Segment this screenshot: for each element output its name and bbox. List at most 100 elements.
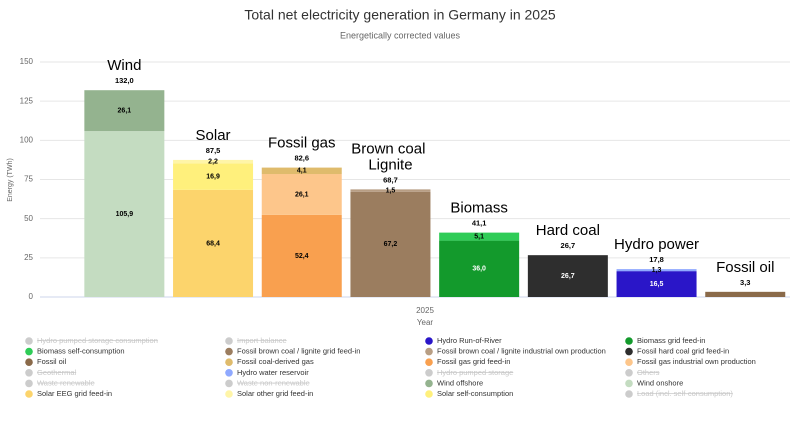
legend-label: Others <box>637 368 660 377</box>
legend-marker <box>625 369 633 377</box>
category-label: Brown coal Lignite <box>351 140 429 173</box>
legend-marker <box>225 390 233 398</box>
legend-label: Fossil brown coal / lignite industrial o… <box>437 347 606 356</box>
legend-label: Waste renewable <box>37 378 95 387</box>
bar-segment <box>261 174 342 215</box>
legend-label: Hydro pumped storage consumption <box>37 336 158 345</box>
legend-label: Hydro water reservoir <box>237 368 309 377</box>
legend-label: Biomass self-consumption <box>37 347 125 356</box>
segment-label: 26,1 <box>295 191 309 198</box>
segment-label: 1,5 <box>386 187 396 194</box>
segment-label: 4,1 <box>297 168 307 175</box>
y-tick-label: 125 <box>20 96 34 105</box>
bar-segment <box>173 163 254 190</box>
legend-label: Fossil coal-derived gas <box>237 357 314 366</box>
total-label: 132,0 <box>115 76 134 85</box>
legend-marker <box>625 390 633 398</box>
total-label: 82,6 <box>294 154 309 163</box>
chart-title: Total net electricity generation in Germ… <box>244 7 555 23</box>
legend-marker <box>225 337 233 345</box>
legend-marker <box>225 358 233 367</box>
x-tick-label: 2025 <box>416 306 434 315</box>
segment-label: 26,1 <box>118 107 132 114</box>
legend-label: Fossil oil <box>37 357 67 366</box>
legend-marker <box>25 358 33 367</box>
bar-segment <box>261 214 342 297</box>
legend-label: Solar self-consumption <box>437 389 513 398</box>
y-tick-label: 150 <box>20 57 34 66</box>
y-tick-label: 50 <box>24 214 33 223</box>
legend-marker <box>425 337 433 345</box>
category-label: Fossil gas <box>268 135 336 152</box>
bar-segment <box>350 189 431 192</box>
legend-label: Solar EEG grid feed-in <box>37 389 112 398</box>
segment-label: 16,5 <box>650 281 664 288</box>
legend-marker <box>625 337 633 345</box>
bar-segment <box>616 269 697 272</box>
segment-label: 1,3 <box>652 267 662 274</box>
legend-label: Geothermal <box>37 368 77 377</box>
category-label: Hydro power <box>614 236 699 253</box>
legend-label: Import balance <box>237 336 287 345</box>
total-label: 17,8 <box>649 255 664 264</box>
legend-label: Fossil brown coal / lignite grid feed-in <box>237 347 360 356</box>
segment-label: 5,1 <box>474 233 484 240</box>
segment-label: 105,9 <box>116 211 134 218</box>
y-tick-label: 75 <box>24 175 33 184</box>
bar-segment <box>173 189 254 297</box>
legend-label: Waste non-renewable <box>237 378 310 387</box>
legend-label: Fossil hard coal grid feed-in <box>637 347 729 356</box>
y-tick-label: 25 <box>24 253 33 262</box>
y-tick-label: 0 <box>29 292 34 301</box>
legend-marker <box>25 369 33 377</box>
bar-segment <box>705 291 786 297</box>
bar-segment <box>84 131 165 297</box>
legend-marker <box>225 379 233 388</box>
legend-marker <box>625 347 633 356</box>
legend-label: Load (incl. self-consumption) <box>637 389 733 398</box>
segment-label: 2,2 <box>208 158 218 165</box>
legend-marker <box>425 379 433 388</box>
total-label: 3,3 <box>740 278 750 287</box>
segment-label: 67,2 <box>384 241 398 248</box>
segment-label: 26,7 <box>561 273 575 280</box>
category-label: Biomass <box>450 200 508 217</box>
bar-segment <box>173 159 254 164</box>
legend-marker <box>625 379 633 388</box>
segment-label: 36,0 <box>472 266 486 273</box>
legend-marker <box>425 347 433 356</box>
legend-label: Biomass grid feed-in <box>637 336 705 345</box>
segment-label: 16,9 <box>206 173 220 180</box>
legend-marker <box>425 390 433 398</box>
segment-label: 68,4 <box>206 240 220 247</box>
bar-segment <box>261 167 342 175</box>
chart-subtitle: Energetically corrected values <box>340 30 461 40</box>
legend-marker <box>225 347 233 356</box>
total-label: 87,5 <box>206 146 221 155</box>
category-label: Fossil oil <box>716 259 774 276</box>
legend-marker <box>25 379 33 388</box>
legend-label: Wind onshore <box>637 378 683 387</box>
x-axis-title: Year <box>417 318 434 327</box>
legend-marker <box>425 358 433 367</box>
bar-segment <box>84 90 165 132</box>
legend-label: Fossil gas grid feed-in <box>437 357 510 366</box>
legend-marker <box>25 347 33 356</box>
legend-label: Hydro pumped storage <box>437 368 513 377</box>
total-label: 68,7 <box>383 175 398 184</box>
bar-segment <box>350 191 431 297</box>
bar-segment <box>616 271 697 297</box>
y-tick-label: 100 <box>20 135 34 144</box>
bar-segment <box>439 240 520 297</box>
legend-label: Hydro Run-of-River <box>437 336 502 345</box>
legend-marker <box>625 358 633 367</box>
bar-segment <box>439 232 520 241</box>
bar-segment <box>527 255 608 297</box>
legend-marker <box>425 369 433 377</box>
legend-label: Solar other grid feed-in <box>237 389 313 398</box>
legend-marker <box>25 337 33 345</box>
legend-label: Wind offshore <box>437 378 483 387</box>
segment-label: 52,4 <box>295 253 309 260</box>
legend-marker <box>225 369 233 377</box>
